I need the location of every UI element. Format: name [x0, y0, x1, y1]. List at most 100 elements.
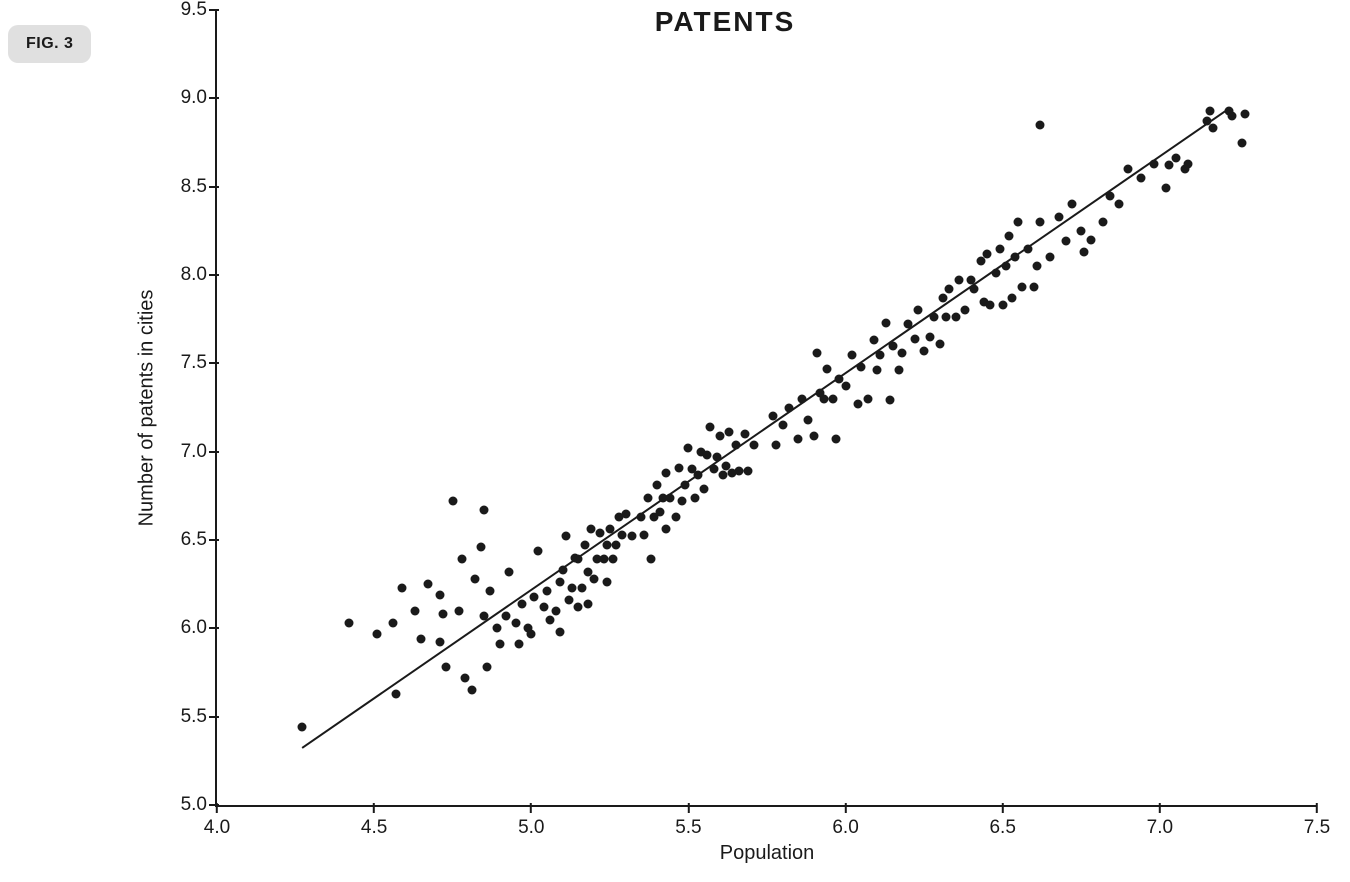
data-point [411, 606, 420, 615]
data-point [442, 663, 451, 672]
data-point [703, 451, 712, 460]
data-point [885, 396, 894, 405]
data-point [467, 686, 476, 695]
data-point [1061, 237, 1070, 246]
data-point [1206, 106, 1215, 115]
data-point [1036, 120, 1045, 129]
data-point [854, 399, 863, 408]
data-point [1033, 262, 1042, 271]
data-point [888, 341, 897, 350]
data-point [555, 627, 564, 636]
y-tick-label: 9.5 [181, 0, 217, 21]
data-point [1036, 218, 1045, 227]
data-point [577, 583, 586, 592]
data-point [1209, 124, 1218, 133]
data-point [505, 567, 514, 576]
data-point [690, 493, 699, 502]
data-point [951, 313, 960, 322]
data-point [744, 467, 753, 476]
data-point [461, 673, 470, 682]
data-point [436, 638, 445, 647]
x-tick-label: 4.0 [204, 805, 230, 839]
data-point [539, 603, 548, 612]
data-point [1149, 159, 1158, 168]
data-point [794, 435, 803, 444]
data-point [684, 444, 693, 453]
y-tick-label: 7.0 [181, 441, 217, 463]
data-point [715, 431, 724, 440]
data-point [1030, 283, 1039, 292]
plot-area: Number of patents in cities Population 5… [215, 10, 1317, 807]
data-point [665, 493, 674, 502]
data-point [1045, 253, 1054, 262]
data-point [769, 412, 778, 421]
data-point [486, 587, 495, 596]
data-point [1080, 248, 1089, 257]
x-tick-label: 5.0 [518, 805, 544, 839]
data-point [502, 611, 511, 620]
data-point [709, 465, 718, 474]
data-point [829, 394, 838, 403]
data-point [869, 336, 878, 345]
data-point [561, 532, 570, 541]
data-point [621, 509, 630, 518]
data-point [514, 640, 523, 649]
data-point [876, 350, 885, 359]
data-point [543, 587, 552, 596]
data-point [954, 276, 963, 285]
data-point [681, 481, 690, 490]
data-point [392, 689, 401, 698]
data-point [693, 470, 702, 479]
data-point [725, 428, 734, 437]
y-tick-label: 8.0 [181, 264, 217, 286]
data-point [583, 599, 592, 608]
data-point [495, 640, 504, 649]
data-point [455, 606, 464, 615]
data-point [882, 318, 891, 327]
data-point [1011, 253, 1020, 262]
data-point [913, 306, 922, 315]
data-point [458, 555, 467, 564]
chart-container: PATENTS Number of patents in cities Popu… [120, 0, 1330, 882]
data-point [967, 276, 976, 285]
data-point [612, 541, 621, 550]
data-point [662, 525, 671, 534]
y-axis-label: Number of patents in cities [136, 289, 159, 526]
data-point [873, 366, 882, 375]
data-point [904, 320, 913, 329]
data-point [678, 497, 687, 506]
data-point [778, 421, 787, 430]
data-point [470, 574, 479, 583]
data-point [590, 574, 599, 583]
y-tick-label: 6.5 [181, 529, 217, 551]
data-point [618, 530, 627, 539]
data-point [417, 634, 426, 643]
data-point [741, 430, 750, 439]
data-point [986, 301, 995, 310]
data-point [734, 467, 743, 476]
data-point [574, 603, 583, 612]
data-point [992, 269, 1001, 278]
data-point [942, 313, 951, 322]
y-tick-label: 7.5 [181, 352, 217, 374]
data-point [599, 555, 608, 564]
data-point [662, 468, 671, 477]
y-tick-label: 8.5 [181, 176, 217, 198]
data-point [565, 596, 574, 605]
data-point [895, 366, 904, 375]
data-point [646, 555, 655, 564]
y-tick-label: 5.5 [181, 706, 217, 728]
data-point [480, 505, 489, 514]
data-point [939, 293, 948, 302]
data-point [712, 452, 721, 461]
data-point [1077, 226, 1086, 235]
data-point [389, 619, 398, 628]
x-axis-label: Population [720, 842, 815, 865]
data-point [750, 440, 759, 449]
data-point [436, 590, 445, 599]
data-point [1105, 191, 1114, 200]
data-point [653, 481, 662, 490]
figure-badge: FIG. 3 [8, 25, 91, 63]
x-tick-label: 4.5 [361, 805, 387, 839]
data-point [803, 415, 812, 424]
